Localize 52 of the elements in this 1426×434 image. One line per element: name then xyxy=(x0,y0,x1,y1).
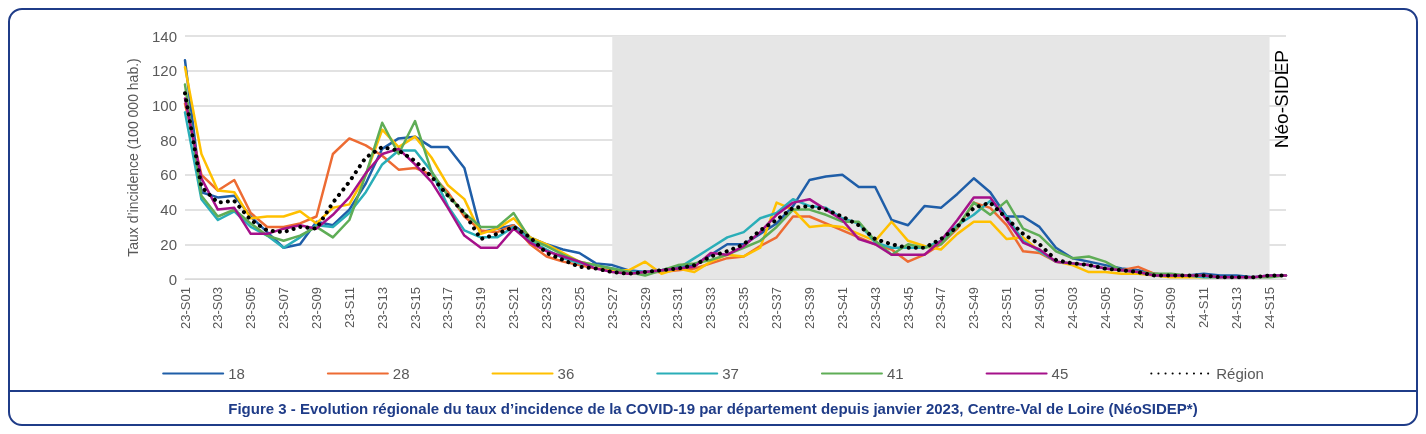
x-tick-label: 24-S05 xyxy=(1097,287,1113,329)
x-tick-label: 23-S37 xyxy=(769,287,785,329)
x-tick-label: 24-S15 xyxy=(1262,287,1278,329)
x-tick-label: 23-S13 xyxy=(374,287,390,329)
x-tick-label: 23-S19 xyxy=(473,287,489,329)
legend-label: 37 xyxy=(722,365,739,382)
x-tick-label: 23-S07 xyxy=(276,287,292,329)
y-tick-label: 40 xyxy=(160,201,177,219)
y-axis-title: Taux d’incidence (100 000 hab.) xyxy=(125,58,141,257)
x-tick-label: 23-S01 xyxy=(177,287,193,329)
y-tick-label: 20 xyxy=(160,235,177,253)
legend-label: 45 xyxy=(1051,365,1069,382)
x-tick-label: 24-S03 xyxy=(1064,287,1080,329)
x-tick-label: 23-S21 xyxy=(506,287,522,329)
x-tick-label: 24-S01 xyxy=(1032,287,1048,329)
y-tick-label: 100 xyxy=(151,96,177,114)
legend-label: 28 xyxy=(392,365,410,382)
y-tick-label: 120 xyxy=(151,62,177,80)
y-tick-label: 140 xyxy=(151,27,177,45)
y-tick-label: 80 xyxy=(160,131,177,149)
y-tick-label: 0 xyxy=(168,270,177,288)
y-tick-label: 60 xyxy=(160,166,177,184)
x-tick-label: 24-S09 xyxy=(1163,287,1179,329)
x-tick-label: 23-S51 xyxy=(999,287,1015,329)
x-tick-label: 23-S47 xyxy=(933,287,949,329)
x-tick-label: 23-S25 xyxy=(571,287,587,329)
legend-label: 41 xyxy=(886,365,904,382)
x-tick-label: 24-S13 xyxy=(1229,287,1245,329)
x-tick-label: 23-S31 xyxy=(670,287,686,329)
annotation: Néo-SIDEP xyxy=(1271,50,1292,149)
x-tick-label: 23-S11 xyxy=(341,287,357,328)
x-tick-label: 23-S43 xyxy=(867,287,883,329)
x-tick-label: 23-S27 xyxy=(604,287,620,329)
legend-label: Région xyxy=(1216,365,1264,382)
x-tick-label: 23-S09 xyxy=(308,287,324,329)
x-tick-label: 23-S41 xyxy=(834,287,850,329)
x-tick-label: 23-S17 xyxy=(440,287,456,329)
x-tick-label: 23-S39 xyxy=(801,287,817,329)
x-tick-label: 23-S15 xyxy=(407,287,423,329)
x-tick-label: 23-S35 xyxy=(736,287,752,329)
legend-label: 36 xyxy=(557,365,575,382)
x-tick-label: 23-S23 xyxy=(539,287,555,329)
x-tick-label: 23-S45 xyxy=(900,287,916,329)
x-tick-label: 23-S05 xyxy=(243,287,259,329)
x-tick-label: 24-S07 xyxy=(1130,287,1146,329)
x-tick-label: 24-S11 xyxy=(1196,287,1212,328)
x-tick-label: 23-S49 xyxy=(966,287,982,329)
x-tick-label: 23-S29 xyxy=(637,287,653,329)
text: Figure 3 - Evolution régionale du taux d’incidence de la COVID-19 par département depuis janvier 2023, Centre-Val de Loire (NéoSIDEP*) xyxy=(10,390,1416,424)
x-tick-label: 23-S33 xyxy=(703,287,719,329)
x-tick-label: 23-S03 xyxy=(210,287,226,329)
legend-label: 18 xyxy=(228,365,245,382)
